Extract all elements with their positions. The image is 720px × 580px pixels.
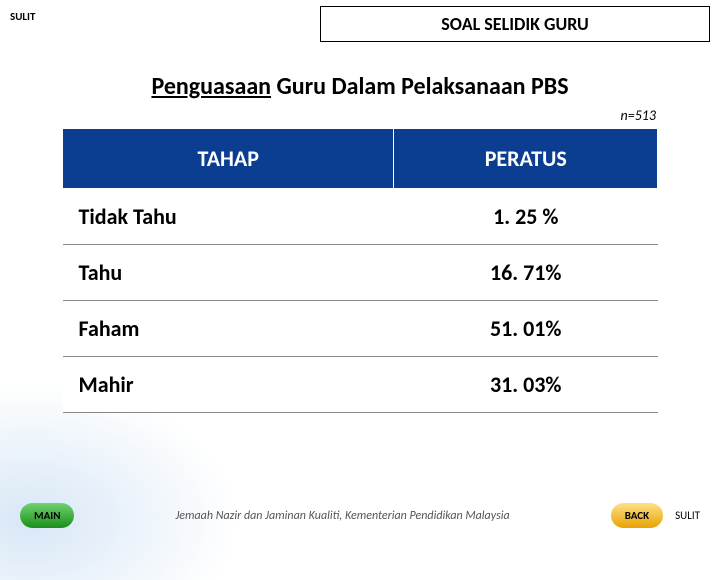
page-title: Penguasaan Guru Dalam Pelaksanaan PBS [0, 72, 720, 101]
classification-top: SULIT [10, 6, 35, 23]
cell-percent: 51. 01% [394, 301, 658, 357]
classification-bottom: SULIT [675, 509, 700, 522]
cell-level: Faham [63, 301, 394, 357]
col-header-level: TAHAP [63, 129, 394, 189]
sample-size: n=513 [0, 107, 720, 124]
main-button[interactable]: MAIN [20, 503, 74, 528]
cell-level: Mahir [63, 357, 394, 413]
col-header-percent: PERATUS [394, 129, 658, 189]
table-row: Mahir 31. 03% [63, 357, 658, 413]
header-box: SOAL SELIDIK GURU [320, 6, 710, 42]
data-table-wrap: TAHAP PERATUS Tidak Tahu 1. 25 % Tahu 16… [62, 128, 658, 413]
top-bar: SULIT SOAL SELIDIK GURU [0, 0, 720, 42]
footer-text: Jemaah Nazir dan Jaminan Kualiti, Kement… [74, 509, 610, 523]
cell-level: Tidak Tahu [63, 189, 394, 245]
table-row: Faham 51. 01% [63, 301, 658, 357]
cell-percent: 1. 25 % [394, 189, 658, 245]
title-underlined: Penguasaan [151, 72, 271, 101]
table-row: Tahu 16. 71% [63, 245, 658, 301]
title-rest: Guru Dalam Pelaksanaan PBS [271, 72, 569, 101]
table-row: Tidak Tahu 1. 25 % [63, 189, 658, 245]
table-header-row: TAHAP PERATUS [63, 129, 658, 189]
cell-percent: 31. 03% [394, 357, 658, 413]
cell-percent: 16. 71% [394, 245, 658, 301]
back-button[interactable]: BACK [611, 503, 663, 528]
cell-level: Tahu [63, 245, 394, 301]
footer: MAIN Jemaah Nazir dan Jaminan Kualiti, K… [0, 503, 720, 528]
data-table: TAHAP PERATUS Tidak Tahu 1. 25 % Tahu 16… [62, 128, 658, 413]
